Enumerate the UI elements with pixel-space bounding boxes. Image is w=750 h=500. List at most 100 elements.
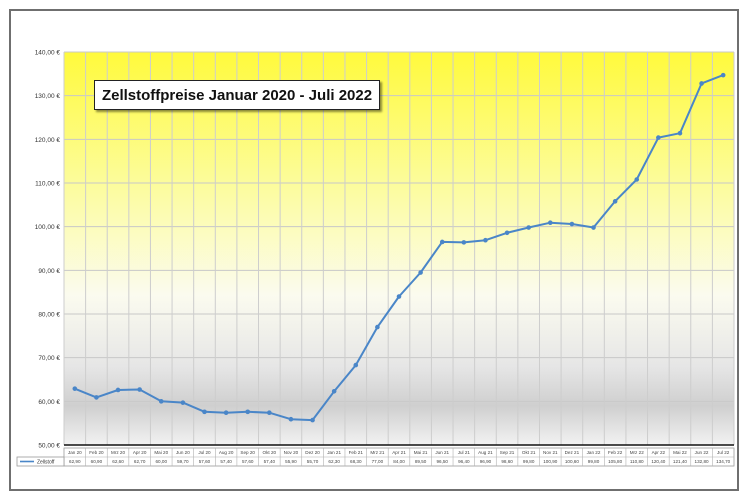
x-tick-label: Apr 22: [652, 450, 666, 455]
x-tick-label: Mai 20: [154, 450, 168, 455]
data-label: 99,80: [588, 459, 600, 464]
data-point[interactable]: [591, 225, 596, 230]
chart-frame: 50,00 € 60,00 € 70,00 € 80,00 € 90,00 € 100,0…: [9, 9, 739, 491]
y-tick-label: 120,00 €: [35, 137, 61, 144]
data-label: 60,00: [156, 459, 168, 464]
x-tick-label: Mrz 22: [630, 450, 644, 455]
data-point[interactable]: [353, 362, 359, 368]
data-point[interactable]: [137, 387, 142, 392]
data-label: 77,00: [372, 459, 384, 464]
data-label: 96,50: [436, 459, 448, 464]
data-point[interactable]: [115, 387, 121, 393]
data-point[interactable]: [223, 410, 229, 415]
data-label: 120,40: [651, 459, 665, 464]
x-tick-label: Mrz 21: [370, 450, 384, 455]
x-tick-label: Jan 20: [68, 450, 82, 455]
y-tick-label: 140,00 €: [35, 50, 61, 57]
x-tick-label: Sep 20: [240, 450, 255, 455]
y-tick-label: 110,00 €: [35, 181, 60, 188]
data-label: 55,70: [307, 459, 319, 464]
data-label: 57,40: [220, 459, 232, 464]
data-point[interactable]: [396, 294, 402, 299]
x-tick-label: Okt 21: [522, 450, 536, 455]
x-tick-label: Feb 20: [89, 450, 104, 455]
data-label: 99,80: [523, 459, 535, 464]
data-point[interactable]: [569, 221, 575, 227]
x-tick-label: Aug 20: [219, 450, 234, 455]
x-tick-label: Jul 22: [717, 450, 730, 455]
data-point[interactable]: [180, 400, 186, 405]
x-tick-label: Feb 22: [608, 450, 623, 455]
data-point[interactable]: [526, 225, 531, 230]
data-label: 62,60: [112, 459, 124, 464]
data-label: 98,60: [501, 459, 513, 464]
data-label: 55,90: [285, 459, 297, 464]
data-point[interactable]: [547, 220, 553, 226]
data-point[interactable]: [310, 417, 315, 423]
x-tick-label: Apr 20: [133, 450, 147, 455]
data-point[interactable]: [720, 72, 726, 78]
data-label: 89,50: [415, 459, 427, 464]
data-label: 110,80: [630, 459, 644, 464]
data-point[interactable]: [331, 388, 337, 394]
x-tick-label: Dez 21: [565, 450, 580, 455]
legend-label: Zellstoff: [37, 460, 55, 466]
data-point[interactable]: [461, 240, 467, 245]
data-point[interactable]: [504, 230, 510, 236]
x-tick-label: Feb 21: [349, 450, 364, 455]
x-tick-label: Mai 22: [673, 450, 687, 455]
data-label: 132,80: [695, 459, 709, 464]
data-label: 62,30: [328, 459, 340, 464]
data-label: 96,40: [458, 459, 470, 464]
data-point[interactable]: [375, 324, 380, 330]
data-point[interactable]: [94, 395, 99, 400]
x-tick-label: Dez 20: [305, 450, 320, 455]
x-tick-label: Jun 22: [695, 450, 709, 455]
x-tick-label: Jul 20: [198, 450, 211, 455]
chart-title: Zellstoffpreise Januar 2020 - Juli 2022: [94, 80, 380, 110]
y-tick-label: 80,00 €: [38, 312, 60, 319]
x-tick-label: Sep 21: [500, 450, 515, 455]
data-label: 62,70: [134, 459, 146, 464]
data-label: 57,60: [242, 459, 254, 464]
data-point[interactable]: [288, 416, 294, 422]
data-label: 105,80: [608, 459, 622, 464]
line-chart: 50,00 € 60,00 € 70,00 € 80,00 € 90,00 € 100,0…: [16, 50, 735, 467]
data-point[interactable]: [677, 130, 683, 136]
x-tick-label: Mai 21: [414, 450, 428, 455]
x-tick-label: Jan 22: [587, 450, 601, 455]
data-point[interactable]: [634, 177, 640, 182]
data-label: 59,70: [177, 459, 189, 464]
x-tick-label: Jun 20: [176, 450, 190, 455]
data-label: 96,90: [480, 459, 492, 464]
data-point[interactable]: [612, 199, 618, 204]
data-label: 100,60: [565, 459, 579, 464]
data-point[interactable]: [267, 410, 272, 415]
data-point[interactable]: [656, 135, 661, 140]
x-tick-label: Okt 20: [263, 450, 277, 455]
data-point[interactable]: [418, 270, 423, 275]
y-tick-label: 50,00 €: [38, 443, 60, 450]
x-tick-label: Jan 21: [327, 450, 341, 455]
data-point[interactable]: [245, 409, 251, 415]
legend-cell: [16, 456, 65, 467]
y-tick-label: 130,00 €: [35, 93, 61, 100]
y-tick-label: 70,00 €: [38, 355, 60, 362]
data-point[interactable]: [202, 409, 207, 415]
x-tick-label: Aug 21: [478, 450, 493, 455]
data-label: 134,70: [716, 459, 730, 464]
data-label: 68,30: [350, 459, 362, 464]
data-point[interactable]: [158, 399, 164, 404]
x-tick-label: Jun 21: [435, 450, 449, 455]
data-label: 57,60: [199, 459, 211, 464]
data-point[interactable]: [483, 237, 488, 243]
y-tick-label: 90,00 €: [38, 268, 60, 275]
x-tick-label: Apr 21: [392, 450, 406, 455]
data-point[interactable]: [699, 81, 704, 86]
data-label: 57,40: [264, 459, 276, 464]
data-label: 60,90: [91, 459, 103, 464]
x-tick-label: Nov 21: [543, 450, 558, 455]
data-point[interactable]: [72, 386, 78, 391]
data-point[interactable]: [439, 239, 445, 245]
x-tick-label: Nov 20: [284, 450, 299, 455]
